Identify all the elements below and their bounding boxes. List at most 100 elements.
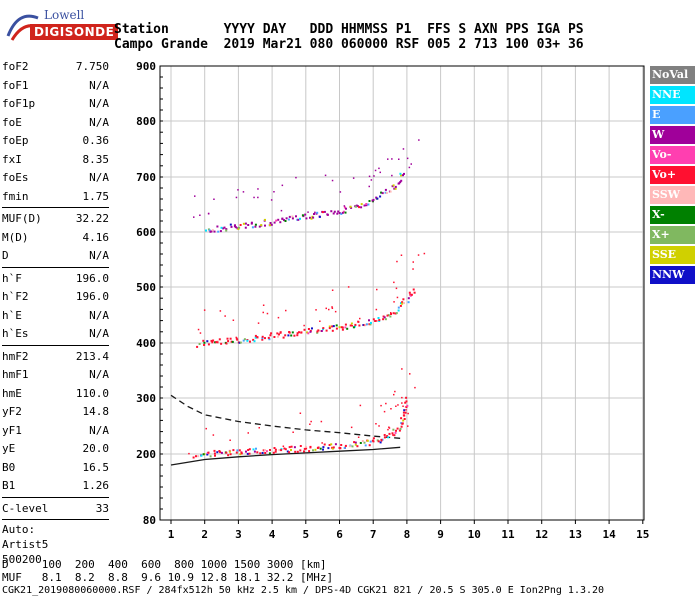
param-row: h`Es N/A bbox=[2, 325, 109, 344]
echo-point bbox=[377, 317, 380, 319]
echo-point bbox=[391, 174, 393, 177]
echo-point bbox=[412, 268, 414, 270]
echo-point bbox=[214, 454, 216, 457]
echo-point bbox=[206, 340, 209, 343]
echo-point bbox=[226, 337, 229, 340]
echo-point bbox=[390, 408, 392, 410]
param-row: B0 16.5 bbox=[2, 459, 109, 478]
echo-point bbox=[229, 337, 232, 340]
clevel-key: C-level bbox=[2, 501, 49, 515]
echo-point bbox=[361, 440, 364, 442]
echo-point bbox=[249, 340, 251, 343]
echo-point bbox=[385, 192, 388, 194]
echo-point bbox=[309, 423, 311, 425]
echo-point bbox=[372, 440, 375, 443]
x-tick-label: 3 bbox=[235, 528, 242, 541]
echo-point bbox=[375, 196, 378, 199]
echo-point bbox=[393, 187, 396, 190]
echo-point bbox=[235, 337, 238, 340]
echo-point bbox=[401, 396, 403, 399]
param-value: N/A bbox=[89, 171, 109, 184]
param-key: B0 bbox=[2, 460, 16, 474]
echo-point bbox=[374, 169, 377, 172]
echo-point bbox=[331, 307, 334, 309]
echo-point bbox=[330, 443, 333, 446]
echo-point bbox=[305, 217, 308, 220]
echo-point bbox=[297, 218, 300, 221]
echo-point bbox=[219, 310, 222, 312]
x-tick-label: 8 bbox=[404, 528, 411, 541]
legend-item-vo-x: Vo+ bbox=[650, 166, 695, 184]
echo-point bbox=[370, 179, 373, 181]
echo-point bbox=[312, 449, 314, 452]
x-tick-label: 15 bbox=[636, 528, 649, 541]
echo-point bbox=[213, 452, 216, 455]
echo-point bbox=[322, 327, 325, 330]
param-value: N/A bbox=[89, 423, 109, 437]
param-key: h`E bbox=[2, 308, 22, 322]
echo-point bbox=[350, 322, 353, 325]
echo-point bbox=[238, 449, 241, 452]
echo-point bbox=[293, 446, 296, 449]
logo-line2: DIGISONDE bbox=[30, 24, 119, 40]
echo-point bbox=[393, 393, 395, 396]
echo-point bbox=[404, 411, 407, 414]
echo-point bbox=[365, 204, 368, 207]
echo-point bbox=[365, 203, 368, 205]
echo-point bbox=[366, 439, 369, 442]
echo-point bbox=[395, 405, 397, 407]
echo-point bbox=[381, 438, 384, 441]
echo-point bbox=[242, 191, 245, 193]
echo-point bbox=[239, 453, 242, 456]
echo-point bbox=[407, 301, 410, 304]
echo-point bbox=[288, 215, 291, 218]
x-tick-label: 14 bbox=[602, 528, 616, 541]
echo-point bbox=[207, 451, 210, 454]
echo-point bbox=[295, 215, 297, 218]
echo-point bbox=[408, 166, 411, 169]
echo-point bbox=[212, 339, 215, 342]
echo-point bbox=[291, 215, 294, 218]
echo-point bbox=[269, 222, 272, 224]
echo-point bbox=[387, 158, 389, 160]
echo-point bbox=[299, 412, 302, 414]
echo-point bbox=[401, 422, 404, 425]
echo-point bbox=[310, 217, 313, 220]
echo-point bbox=[316, 211, 319, 214]
echo-point bbox=[213, 230, 216, 233]
echo-point bbox=[399, 172, 402, 175]
echo-point bbox=[356, 205, 359, 208]
echo-point bbox=[238, 226, 241, 229]
echo-point bbox=[393, 301, 395, 303]
echo-point bbox=[244, 226, 247, 229]
echo-point bbox=[381, 192, 384, 195]
echo-point bbox=[376, 197, 379, 200]
param-row: hmF2 213.4 bbox=[2, 348, 109, 367]
x-tick-label: 9 bbox=[437, 528, 444, 541]
plot-frame bbox=[159, 65, 645, 521]
y-tick-label: 700 bbox=[136, 171, 156, 184]
echo-point bbox=[378, 167, 380, 170]
echo-point bbox=[264, 218, 266, 221]
echo-point bbox=[344, 211, 347, 214]
param-key: D bbox=[2, 249, 9, 262]
legend-item-x-x: X- bbox=[650, 206, 695, 224]
echo-point bbox=[355, 204, 358, 207]
echo-point bbox=[257, 322, 260, 324]
echo-point bbox=[273, 336, 276, 338]
echo-point bbox=[205, 427, 207, 430]
legend-item-noval: NoVal bbox=[650, 66, 695, 84]
echo-point bbox=[223, 226, 226, 229]
echo-point bbox=[235, 336, 237, 339]
echo-point bbox=[400, 174, 402, 177]
echo-point bbox=[225, 229, 228, 232]
echo-point bbox=[288, 451, 291, 454]
echo-point bbox=[239, 224, 242, 226]
echo-point bbox=[398, 429, 401, 432]
echo-point bbox=[386, 314, 389, 317]
y-tick-label: 600 bbox=[136, 226, 156, 239]
digisonde-logo: Lowell DIGISONDE bbox=[4, 6, 119, 50]
echo-point bbox=[375, 423, 377, 425]
echo-point bbox=[299, 445, 302, 447]
param-row: foEp 0.36 bbox=[2, 132, 109, 151]
